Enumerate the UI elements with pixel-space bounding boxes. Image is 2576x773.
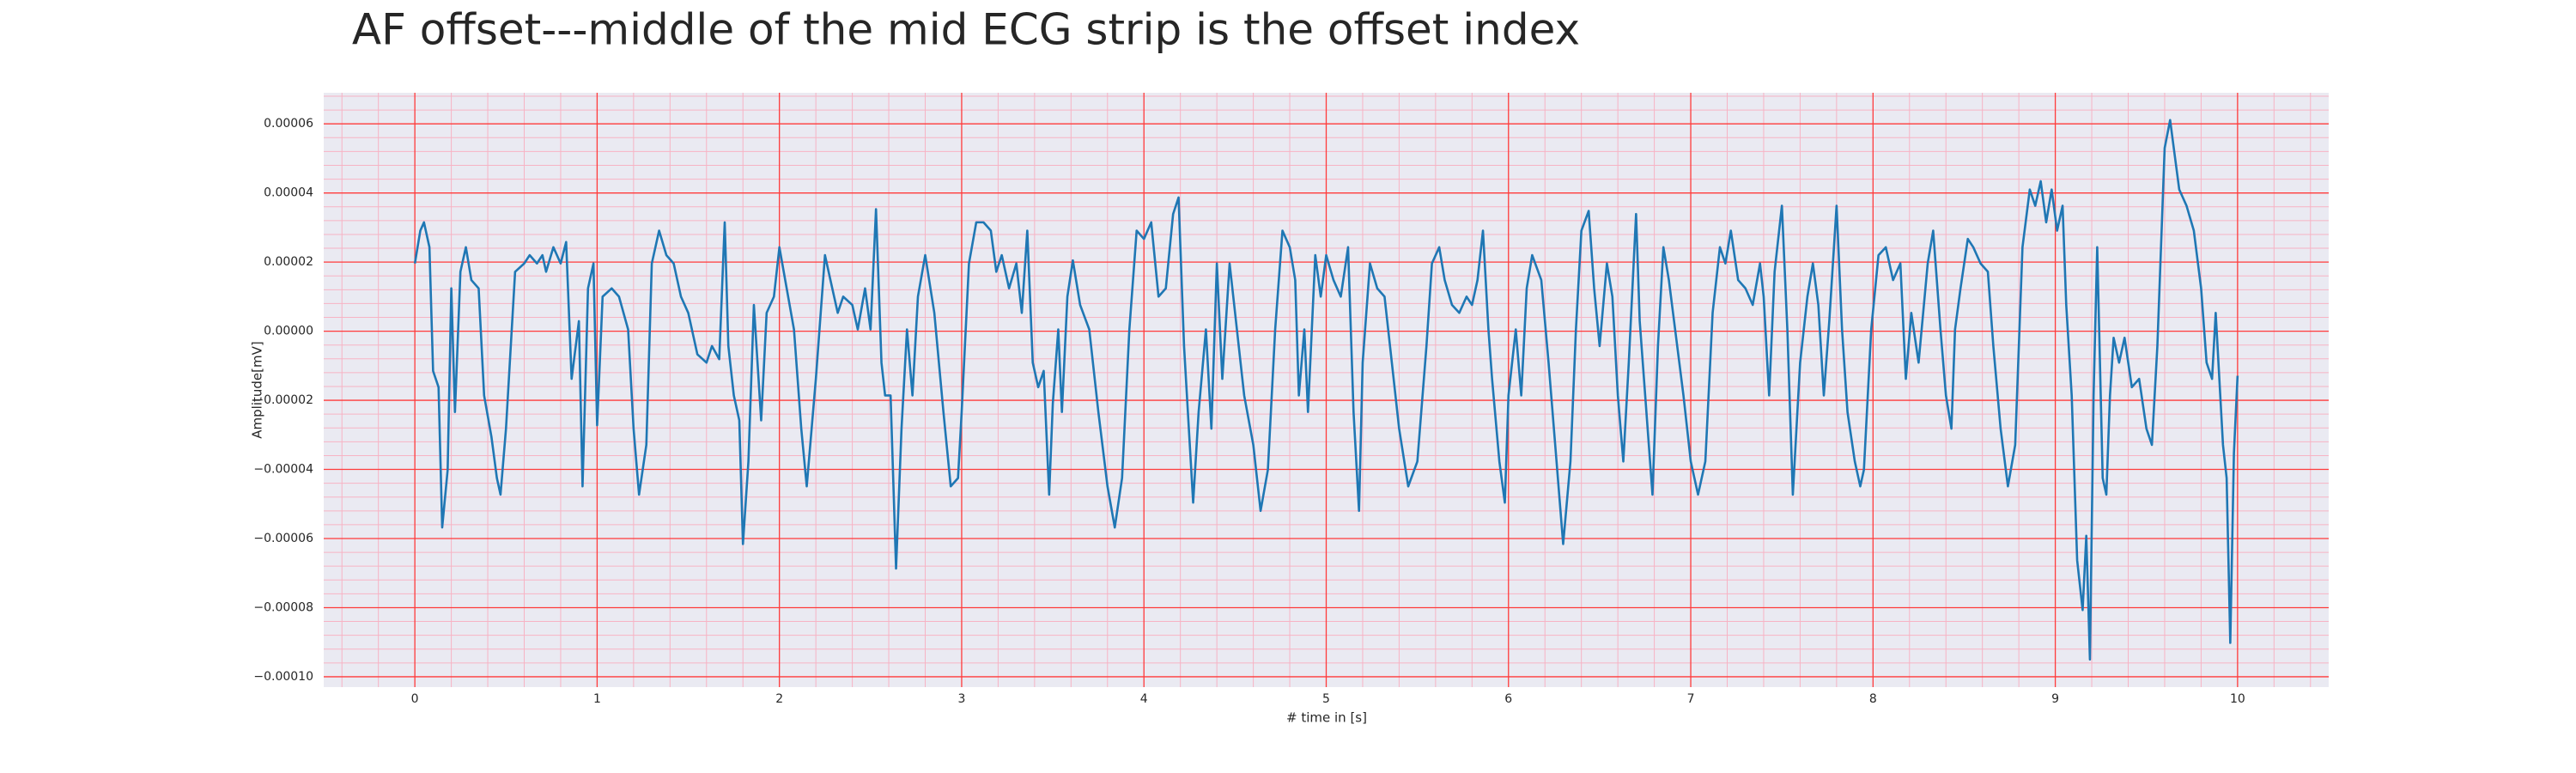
y-tick-label: 0.00004 <box>264 186 313 200</box>
x-tick-label: 7 <box>1687 692 1695 706</box>
x-tick-label: 6 <box>1504 692 1512 706</box>
x-tick-label: 9 <box>2051 692 2059 706</box>
y-tick-label: −0.00010 <box>253 670 313 684</box>
x-tick-label: 5 <box>1322 692 1330 706</box>
y-tick-label: 0.00000 <box>264 325 313 338</box>
x-tick-label: 4 <box>1140 692 1148 706</box>
y-axis-label: Amplitude[mV] <box>250 341 265 438</box>
chart-title: AF offset---middle of the mid ECG strip … <box>352 5 1580 55</box>
x-axis-label: # time in [s] <box>1286 710 1367 726</box>
y-tick-label: −0.00002 <box>253 393 313 407</box>
x-tick-label: 1 <box>593 692 601 706</box>
x-tick-label: 3 <box>957 692 965 706</box>
y-tick-label: −0.00008 <box>253 600 313 614</box>
y-tick-label: −0.00004 <box>253 463 313 477</box>
x-tick-label: 8 <box>1869 692 1877 706</box>
x-tick-label: 10 <box>2230 692 2245 706</box>
ecg-line <box>413 119 2239 661</box>
y-tick-label: 0.00002 <box>264 255 313 269</box>
x-tick-label: 0 <box>411 692 419 706</box>
y-tick-label: 0.00006 <box>264 117 313 131</box>
x-tick-label: 2 <box>775 692 783 706</box>
y-tick-label: −0.00006 <box>253 532 313 545</box>
